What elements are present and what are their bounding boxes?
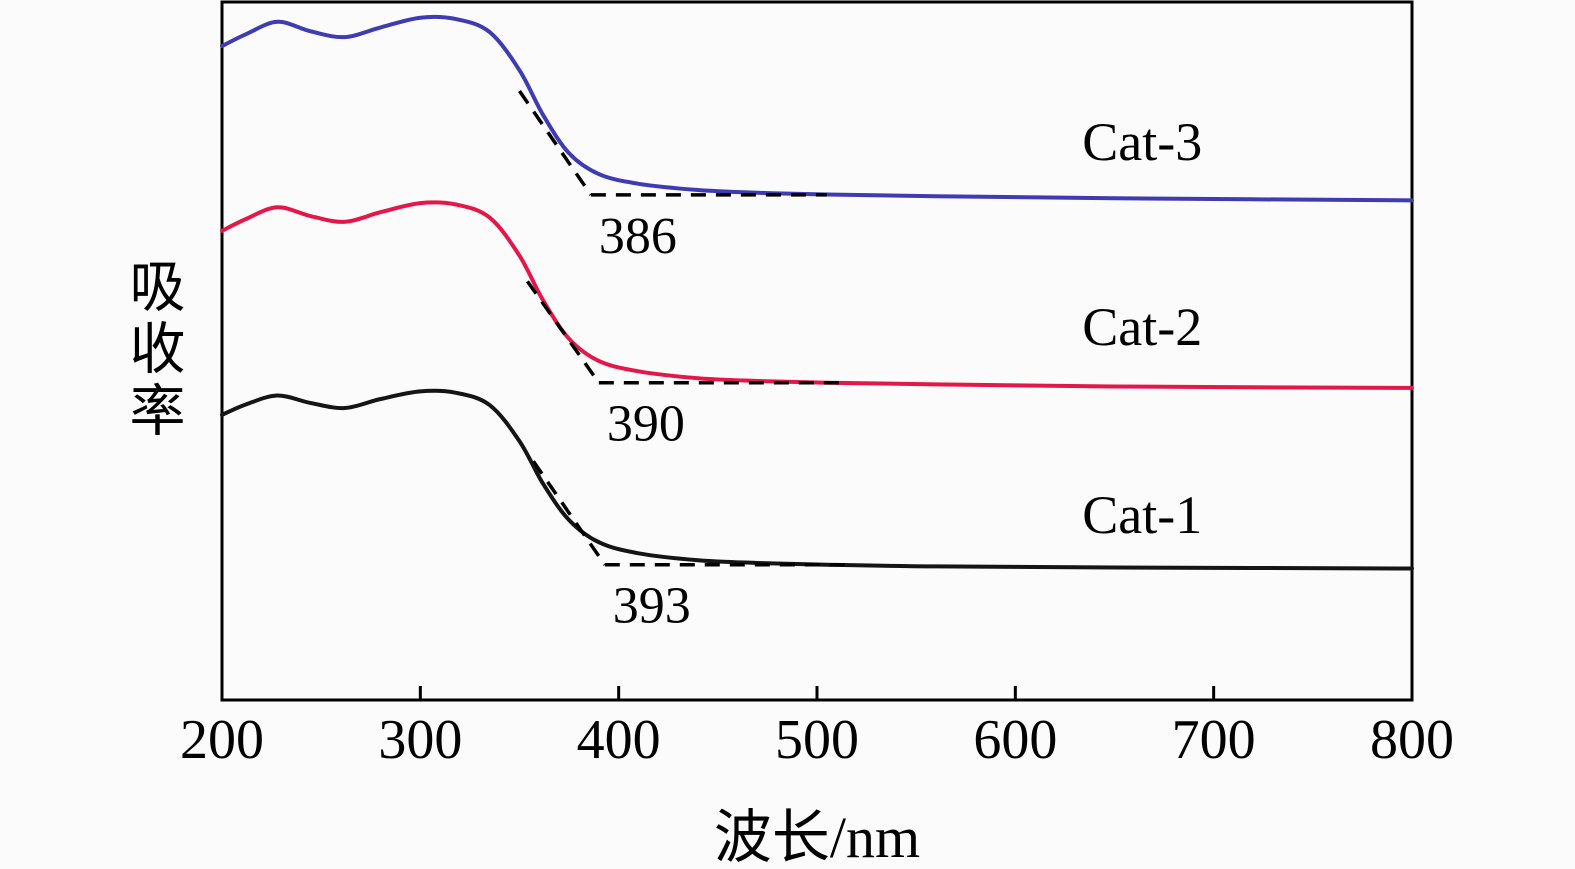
curve-cat-1 (220, 388, 1414, 571)
band-edge-label-cat-3: 386 (599, 208, 677, 265)
series-label-cat-1: Cat-1 (1082, 485, 1202, 545)
x-axis-label: 波长/nm (713, 805, 921, 869)
series-label-cat-3: Cat-3 (1082, 112, 1202, 172)
band-edge-tangent-cat-2 (526, 280, 601, 384)
curve-cat-2 (220, 200, 1414, 390)
x-tick-label: 200 (180, 709, 264, 771)
series-label-cat-2: Cat-2 (1082, 297, 1202, 357)
x-tick-label: 800 (1370, 709, 1454, 771)
x-tick-label: 500 (775, 709, 859, 771)
x-tick-label: 300 (378, 709, 462, 771)
x-tick-label: 600 (973, 709, 1057, 771)
x-tick-label: 400 (577, 709, 661, 771)
plot-border (220, 0, 1414, 702)
band-edge-tangent-cat-1 (531, 460, 607, 566)
band-edge-label-cat-2: 390 (607, 396, 685, 453)
curve-cat-3 (220, 14, 1414, 203)
band-edge-tangent-cat-3 (518, 90, 593, 196)
band-edge-label-cat-1: 393 (613, 578, 691, 635)
x-tick-label: 700 (1172, 709, 1256, 771)
y-axis-label: 吸收率 (121, 257, 183, 443)
